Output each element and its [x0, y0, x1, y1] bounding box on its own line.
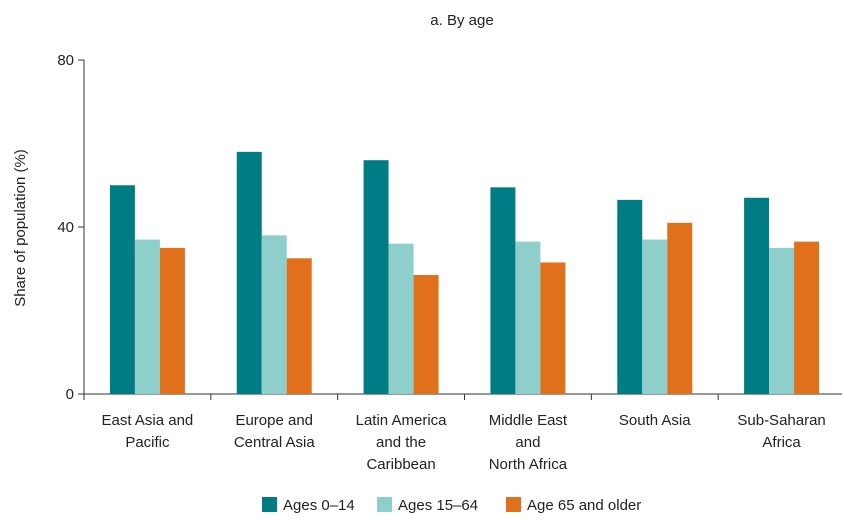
category-label: Sub-Saharan	[737, 412, 825, 429]
y-axis-ticks: 0 40 80	[57, 52, 84, 403]
bar-age-65-and-older	[286, 258, 312, 394]
category-label: South Asia	[619, 412, 691, 429]
bar-age-65-and-older	[667, 222, 693, 394]
category-label: Europe and	[235, 412, 313, 429]
bar-ages-0-14	[617, 199, 643, 394]
x-axis-ticks	[83, 394, 719, 400]
y-tick-label: 0	[66, 386, 74, 403]
category-label: Caribbean	[366, 456, 435, 473]
bar-ages-15-64	[515, 241, 541, 394]
bar-ages-0-14	[363, 160, 389, 394]
bar-age-65-and-older	[794, 241, 820, 394]
bar-ages-0-14	[236, 151, 262, 394]
bar-age-65-and-older	[540, 262, 566, 394]
bar-ages-0-14	[109, 185, 135, 394]
category-label: Central Asia	[234, 434, 316, 451]
category-labels: East Asia and Pacific Europe and Central As…	[102, 412, 826, 473]
category-label: Africa	[762, 434, 801, 451]
legend-swatch	[506, 497, 521, 512]
bar-age-65-and-older	[159, 247, 185, 394]
category-label: East Asia and	[102, 412, 194, 429]
category-label: and the	[376, 434, 426, 451]
bar-age-65-and-older	[413, 275, 439, 394]
bar-ages-0-14	[490, 187, 516, 394]
y-tick-label: 40	[57, 219, 74, 236]
category-label: and	[515, 434, 540, 451]
bar-ages-15-64	[261, 235, 287, 394]
bar-ages-15-64	[134, 239, 160, 394]
bar-ages-15-64	[642, 239, 668, 394]
y-tick-label: 80	[57, 52, 74, 69]
legend-swatch	[262, 497, 277, 512]
category-label: Latin America	[356, 412, 448, 429]
bars-group	[109, 151, 820, 394]
legend-swatch	[377, 497, 392, 512]
bar-ages-15-64	[769, 247, 795, 394]
legend-label: Age 65 and older	[527, 497, 641, 514]
bar-ages-15-64	[388, 243, 414, 394]
legend-label: Ages 0–14	[283, 497, 355, 514]
chart-title: a. By age	[430, 12, 493, 29]
category-label: Middle East	[489, 412, 568, 429]
legend-label: Ages 15–64	[398, 497, 478, 514]
category-label: North Africa	[489, 456, 568, 473]
category-label: Pacific	[125, 434, 170, 451]
bar-ages-0-14	[744, 197, 770, 394]
legend: Ages 0–14 Ages 15–64 Age 65 and older	[262, 497, 641, 514]
y-axis-label: Share of population (%)	[12, 149, 29, 307]
